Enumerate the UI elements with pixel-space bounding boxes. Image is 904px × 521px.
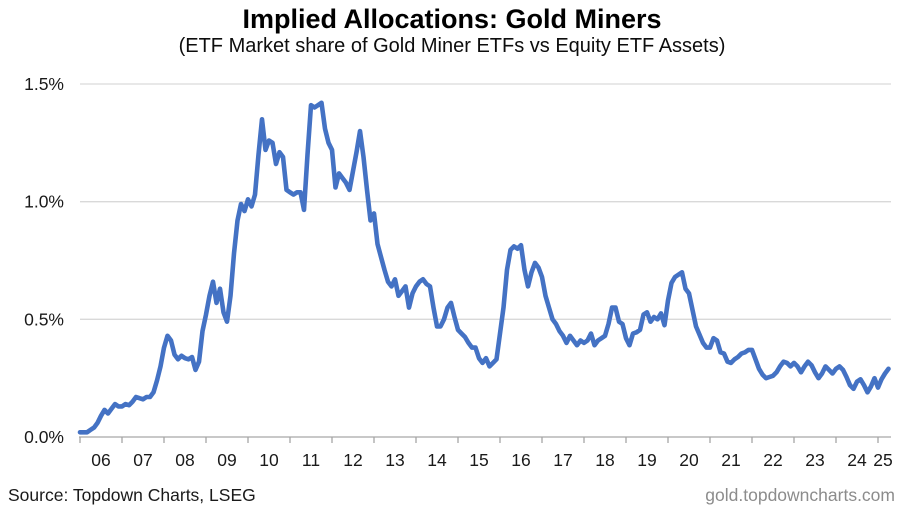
y-tick-label: 1.5% xyxy=(24,74,64,94)
x-tick-label: 16 xyxy=(511,450,530,470)
chart-subtitle: (ETF Market share of Gold Miner ETFs vs … xyxy=(178,35,726,57)
chart-title: Implied Allocations: Gold Miners xyxy=(242,4,662,34)
x-tick-label: 12 xyxy=(343,450,362,470)
x-tick-label: 20 xyxy=(679,450,699,470)
data-line-gold-miners xyxy=(77,100,891,435)
x-tick-label: 25 xyxy=(873,450,892,470)
x-tick-label: 15 xyxy=(469,450,488,470)
x-tick-label: 19 xyxy=(637,450,656,470)
x-tick-label: 11 xyxy=(302,450,320,470)
x-tick-label: 10 xyxy=(259,450,279,470)
x-tick-label: 09 xyxy=(217,450,236,470)
website-note: gold.topdowncharts.com xyxy=(705,485,895,505)
y-tick-label: 0.0% xyxy=(24,427,64,447)
x-tick-label: 18 xyxy=(595,450,614,470)
x-tick-label: 14 xyxy=(427,450,447,470)
x-tick-label: 07 xyxy=(133,450,152,470)
x-tick-label: 13 xyxy=(385,450,404,470)
x-tick-label: 23 xyxy=(805,450,824,470)
y-tick-label: 0.5% xyxy=(24,309,64,329)
source-note: Source: Topdown Charts, LSEG xyxy=(8,485,256,505)
x-tick-label: 22 xyxy=(763,450,782,470)
x-tick-label: 17 xyxy=(553,450,572,470)
x-tick-label: 06 xyxy=(91,450,110,470)
x-tick-label: 21 xyxy=(721,450,740,470)
y-tick-label: 1.0% xyxy=(24,192,64,212)
x-tick-label: 24 xyxy=(847,450,867,470)
x-tick-label: 08 xyxy=(175,450,194,470)
